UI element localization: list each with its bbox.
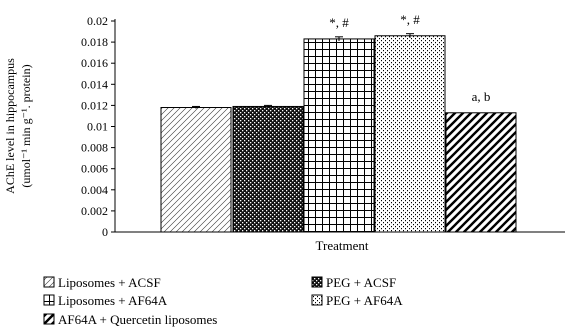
y-tick-label: 0.002 (81, 204, 108, 218)
legend-swatch (43, 313, 55, 325)
y-tick-label: 0.012 (81, 98, 108, 112)
bar (445, 112, 517, 233)
bars: *, # *, # a, b (160, 12, 517, 233)
y-tick-label: 0.018 (81, 35, 108, 49)
y-axis-title: AChE level in hippocampus (umol⁻¹ min g⁻… (3, 58, 33, 194)
legend: Liposomes + ACSF PEG + ACSF Liposomes + AF… (43, 275, 403, 327)
y-tick-label: 0.006 (81, 162, 108, 176)
legend-swatch (311, 276, 323, 288)
bar-annotation: *, # (329, 15, 349, 30)
y-tick-label: 0.016 (81, 56, 108, 70)
legend-item: Liposomes + ACSF (43, 275, 161, 290)
legend-item: AF64A + Quercetin liposomes (43, 312, 217, 327)
x-axis-label: Treatment (316, 238, 369, 253)
legend-swatch (43, 276, 55, 288)
legend-label: PEG + AF64A (326, 293, 403, 308)
bar-annotation: *, # (400, 12, 420, 27)
y-tick-label: 0.02 (87, 14, 108, 28)
y-axis-label-line-2: (umol⁻¹ min g⁻¹. protein) (19, 64, 33, 187)
legend-item: PEG + ACSF (311, 275, 396, 290)
bar-annotation: a, b (472, 89, 491, 104)
bar (232, 105, 304, 233)
legend-item: Liposomes + AF64A (43, 293, 168, 308)
legend-label: Liposomes + AF64A (58, 293, 168, 308)
y-tick-label: 0 (102, 225, 108, 239)
y-tick-label: 0.004 (81, 183, 108, 197)
axes (114, 19, 565, 233)
bar (374, 35, 446, 233)
y-tick-label: 0.01 (87, 120, 108, 134)
bar (303, 38, 375, 233)
y-tick-label: 0.008 (81, 141, 108, 155)
legend-label: PEG + ACSF (326, 275, 396, 290)
legend-item: PEG + AF64A (311, 293, 403, 308)
legend-label: AF64A + Quercetin liposomes (58, 312, 217, 327)
legend-swatch (43, 294, 55, 306)
legend-label: Liposomes + ACSF (58, 275, 161, 290)
bar (160, 107, 232, 233)
y-tick-label: 0.014 (81, 77, 108, 91)
y-axis-label-line-1: AChE level in hippocampus (3, 58, 17, 194)
legend-swatch (311, 294, 323, 306)
y-axis-ticks: 0 0.002 0.004 0.006 0.008 0.01 0.012 0.014 0.016… (81, 14, 115, 239)
